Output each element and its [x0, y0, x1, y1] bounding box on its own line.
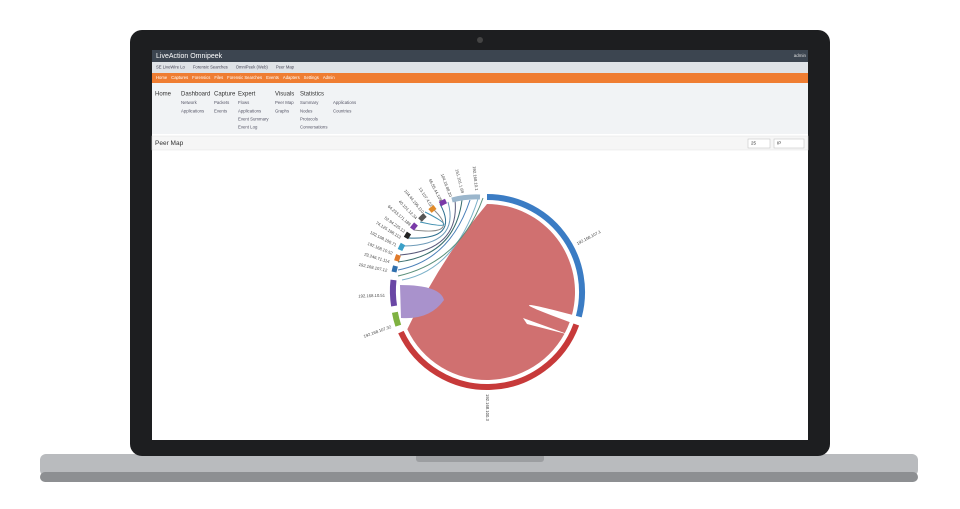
nav-item[interactable]: Adapters [283, 75, 300, 80]
menu-item[interactable]: Peer Map [275, 100, 294, 105]
menu-item[interactable]: Network [181, 100, 198, 105]
nav-item[interactable]: Captures [171, 75, 188, 80]
peer-label: 192.168.100.3 [485, 394, 490, 421]
peer-label: 192.168.10.51 [358, 293, 386, 299]
menu-item[interactable]: Flows [238, 100, 249, 105]
arc-green [391, 311, 402, 327]
breadcrumb-bar [152, 62, 808, 73]
breadcrumb-item[interactable]: Peer Map [276, 65, 295, 70]
arc-purple [389, 279, 398, 307]
chord-gap [523, 318, 570, 335]
top-bar [152, 50, 808, 62]
menu-item[interactable]: Applications [333, 100, 356, 105]
menu-item[interactable]: Applications [238, 108, 261, 113]
mode-value: IP [777, 141, 781, 146]
menu-item[interactable]: Event Summary [238, 117, 269, 122]
menu-item[interactable]: Summary [300, 100, 319, 105]
brand: LiveAction Omnipeek [156, 53, 223, 60]
arc-blue [486, 194, 586, 318]
nav-bar [152, 73, 808, 83]
camera [477, 37, 483, 43]
menu-item[interactable]: Conversations [300, 125, 327, 130]
menu-heading[interactable]: Capture [214, 92, 236, 98]
nav-item[interactable]: Admin [323, 75, 336, 80]
chord-main [407, 204, 576, 380]
peer-label: 151.101.1.69 [454, 169, 465, 195]
arc-red [398, 323, 580, 390]
nav-item[interactable]: Home [156, 75, 168, 80]
page-title: Peer Map [155, 140, 184, 147]
menu-item[interactable]: Graphs [275, 108, 289, 113]
breadcrumb-item[interactable]: OmniPeek (Web) [236, 65, 269, 70]
laptop-base [40, 454, 918, 476]
minor-chords [397, 197, 484, 281]
menu-heading[interactable]: Expert [238, 92, 256, 98]
title-bar [151, 135, 809, 151]
menu-item[interactable]: Applications [181, 108, 204, 113]
menu-item[interactable]: Countries [333, 108, 351, 113]
menu-panel [152, 83, 808, 134]
menu-item[interactable]: Packets [214, 100, 229, 105]
peer-label: 192.168.10.1 [472, 166, 480, 192]
menu-item[interactable]: Protocols [300, 117, 318, 122]
count-select[interactable] [747, 138, 771, 149]
chord-purple [400, 285, 444, 319]
count-value: 25 [751, 141, 757, 146]
menu-heading[interactable]: Home [155, 92, 172, 98]
breadcrumb-item[interactable]: SE LiveWire Lo [156, 65, 186, 70]
menu-item[interactable]: Event Log [238, 125, 258, 130]
menu-item[interactable]: Events [214, 108, 227, 113]
user[interactable]: admin [794, 53, 807, 58]
peer-label: 192.168.107.12 [358, 262, 388, 273]
laptop-base-edge [40, 472, 918, 482]
menu-heading[interactable]: Dashboard [181, 92, 210, 98]
menu-heading[interactable]: Statistics [300, 92, 324, 98]
nav-item[interactable]: Settings [304, 75, 319, 80]
mode-select[interactable] [773, 138, 805, 149]
nav-item[interactable]: Forensic Searches [227, 75, 262, 80]
peer-map [389, 194, 586, 390]
menu-item[interactable]: Nodes [300, 108, 312, 113]
nav-item[interactable]: Files [214, 75, 223, 80]
breadcrumb-item[interactable]: Forensic Searches [193, 65, 228, 70]
nav-item[interactable]: Forensics [192, 75, 210, 80]
menu-heading[interactable]: Visuals [275, 92, 294, 98]
minor-arcs [391, 194, 481, 273]
nav-item[interactable]: Events [266, 75, 279, 80]
